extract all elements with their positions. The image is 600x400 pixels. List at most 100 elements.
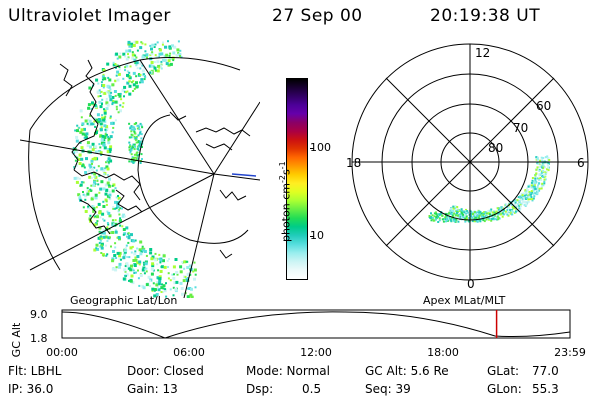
- emission-point: [143, 250, 147, 253]
- emission-point: [122, 77, 125, 80]
- emission-point: [488, 217, 491, 220]
- emission-point: [116, 78, 120, 82]
- emission-point: [140, 133, 143, 136]
- emission-point: [441, 218, 444, 221]
- emission-point: [94, 145, 98, 149]
- emission-point: [166, 259, 169, 262]
- emission-point: [79, 109, 83, 113]
- emission-point: [146, 56, 148, 59]
- emission-point: [523, 194, 526, 197]
- emission-point: [484, 212, 487, 215]
- emission-point: [151, 255, 155, 259]
- emission-point: [153, 66, 157, 70]
- emission-point: [97, 151, 100, 154]
- emission-point: [531, 179, 534, 182]
- emission-point: [90, 122, 94, 126]
- emission-point: [431, 216, 434, 219]
- emission-point: [523, 198, 526, 201]
- emission-point: [102, 73, 105, 76]
- emission-point: [118, 254, 122, 258]
- emission-point: [188, 264, 192, 268]
- emission-point: [462, 213, 465, 216]
- emission-point: [100, 126, 103, 129]
- emission-point: [534, 177, 537, 180]
- emission-point: [96, 129, 99, 132]
- emission-point: [124, 69, 126, 72]
- emission-point: [542, 157, 545, 159]
- emission-point: [155, 55, 159, 59]
- emission-point: [544, 178, 547, 181]
- emission-point: [130, 153, 133, 156]
- mlt-label-12: 12: [475, 46, 490, 60]
- emission-point: [105, 200, 108, 203]
- emission-point: [532, 185, 535, 188]
- emission-point: [532, 186, 535, 189]
- emission-point: [504, 210, 507, 213]
- emission-point: [80, 128, 84, 132]
- emission-point: [111, 100, 115, 104]
- emission-point: [100, 180, 104, 184]
- emission-point: [194, 286, 197, 289]
- emission-point: [478, 214, 481, 217]
- emission-point: [125, 244, 128, 247]
- emission-point: [112, 183, 116, 187]
- emission-point: [131, 81, 133, 84]
- emission-point: [111, 121, 115, 125]
- emission-point: [140, 124, 143, 127]
- emission-point: [118, 55, 122, 59]
- polar-diagonal: [385, 77, 555, 247]
- emission-point: [540, 156, 543, 159]
- emission-point: [98, 230, 101, 233]
- emission-point: [106, 222, 109, 224]
- emission-point: [101, 116, 105, 120]
- emission-point: [89, 145, 92, 149]
- emission-point: [160, 67, 163, 70]
- emission-point: [134, 256, 137, 259]
- emission-point: [142, 261, 145, 264]
- lat-label-80: 80: [488, 141, 503, 155]
- emission-point: [132, 269, 135, 272]
- emission-point: [138, 263, 141, 266]
- emission-point: [460, 211, 463, 214]
- emission-point: [123, 250, 127, 254]
- emission-point: [87, 103, 91, 107]
- emission-point: [172, 286, 175, 289]
- emission-point: [175, 54, 179, 57]
- emission-point: [138, 248, 142, 252]
- emission-point: [139, 73, 142, 76]
- emission-point: [132, 128, 135, 131]
- emission-point: [102, 187, 106, 191]
- emission-point: [116, 70, 120, 74]
- emission-point: [93, 180, 96, 184]
- glon-info: GLon:: [487, 382, 522, 396]
- emission-point: [464, 210, 467, 212]
- emission-point: [521, 201, 524, 204]
- emission-point: [130, 251, 133, 254]
- emission-point: [482, 213, 485, 216]
- emission-point: [134, 145, 136, 148]
- emission-point: [102, 118, 106, 122]
- emission-point: [107, 137, 111, 141]
- emission-point: [80, 146, 84, 150]
- emission-point: [105, 90, 108, 93]
- orbit-xtick-1200: 12:00: [300, 346, 332, 359]
- emission-point: [115, 108, 118, 111]
- emission-point: [135, 271, 137, 274]
- emission-point: [161, 283, 163, 286]
- emission-point: [112, 206, 115, 209]
- emission-point: [527, 196, 530, 199]
- emission-point: [82, 191, 84, 193]
- emission-point: [446, 217, 449, 220]
- emission-point: [140, 80, 144, 84]
- emission-point: [450, 207, 453, 209]
- emission-point: [139, 162, 142, 164]
- emission-point: [130, 125, 133, 128]
- emission-point: [118, 262, 122, 266]
- emission-point: [115, 257, 118, 259]
- emission-point: [120, 98, 123, 101]
- emission-point: [544, 156, 547, 159]
- emission-point: [139, 61, 143, 65]
- emission-point: [74, 129, 77, 132]
- emission-point: [118, 68, 121, 71]
- emission-point: [453, 220, 456, 223]
